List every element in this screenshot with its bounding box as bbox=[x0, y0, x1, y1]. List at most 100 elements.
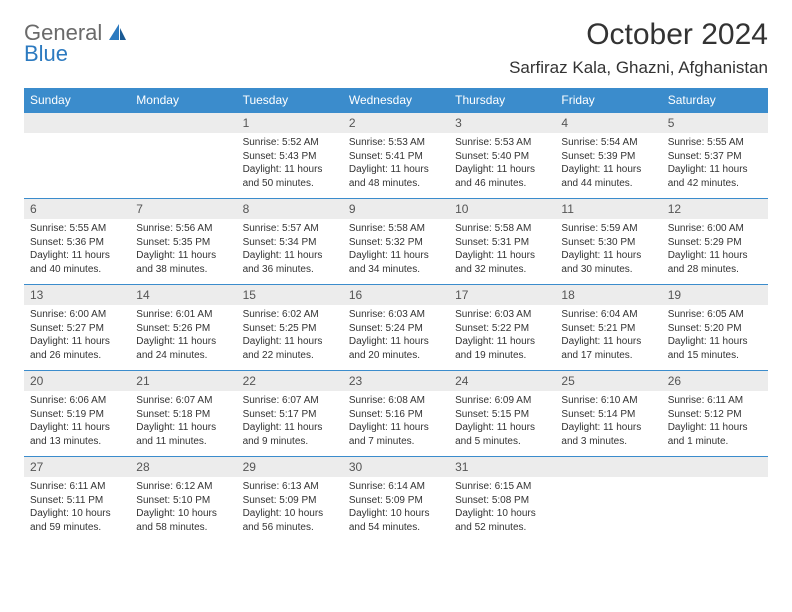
day-info: Sunrise: 5:54 AMSunset: 5:39 PMDaylight:… bbox=[555, 133, 661, 194]
calendar-cell: 30Sunrise: 6:14 AMSunset: 5:09 PMDayligh… bbox=[343, 457, 449, 543]
day-number: 10 bbox=[449, 199, 555, 219]
day-number: 13 bbox=[24, 285, 130, 305]
day-number: 17 bbox=[449, 285, 555, 305]
calendar-cell: 24Sunrise: 6:09 AMSunset: 5:15 PMDayligh… bbox=[449, 371, 555, 457]
calendar-cell: 8Sunrise: 5:57 AMSunset: 5:34 PMDaylight… bbox=[237, 199, 343, 285]
day-info: Sunrise: 5:56 AMSunset: 5:35 PMDaylight:… bbox=[130, 219, 236, 280]
calendar-cell: 10Sunrise: 5:58 AMSunset: 5:31 PMDayligh… bbox=[449, 199, 555, 285]
calendar-cell: 14Sunrise: 6:01 AMSunset: 5:26 PMDayligh… bbox=[130, 285, 236, 371]
sail-icon bbox=[109, 24, 127, 45]
calendar-row: 20Sunrise: 6:06 AMSunset: 5:19 PMDayligh… bbox=[24, 371, 768, 457]
weekday-header: Thursday bbox=[449, 88, 555, 113]
day-number: 1 bbox=[237, 113, 343, 133]
calendar-cell bbox=[130, 113, 236, 199]
day-number: 2 bbox=[343, 113, 449, 133]
calendar-cell: 9Sunrise: 5:58 AMSunset: 5:32 PMDaylight… bbox=[343, 199, 449, 285]
day-number: 16 bbox=[343, 285, 449, 305]
day-info: Sunrise: 6:13 AMSunset: 5:09 PMDaylight:… bbox=[237, 477, 343, 538]
day-info: Sunrise: 6:11 AMSunset: 5:11 PMDaylight:… bbox=[24, 477, 130, 538]
calendar-row: 6Sunrise: 5:55 AMSunset: 5:36 PMDaylight… bbox=[24, 199, 768, 285]
brand-line2: Blue bbox=[24, 43, 127, 65]
calendar-cell: 26Sunrise: 6:11 AMSunset: 5:12 PMDayligh… bbox=[662, 371, 768, 457]
calendar-cell: 6Sunrise: 5:55 AMSunset: 5:36 PMDaylight… bbox=[24, 199, 130, 285]
calendar-cell: 23Sunrise: 6:08 AMSunset: 5:16 PMDayligh… bbox=[343, 371, 449, 457]
calendar-cell: 4Sunrise: 5:54 AMSunset: 5:39 PMDaylight… bbox=[555, 113, 661, 199]
day-number: 4 bbox=[555, 113, 661, 133]
calendar-cell: 25Sunrise: 6:10 AMSunset: 5:14 PMDayligh… bbox=[555, 371, 661, 457]
day-info: Sunrise: 6:12 AMSunset: 5:10 PMDaylight:… bbox=[130, 477, 236, 538]
day-number: 6 bbox=[24, 199, 130, 219]
day-number: 27 bbox=[24, 457, 130, 477]
day-number: 11 bbox=[555, 199, 661, 219]
day-info: Sunrise: 5:55 AMSunset: 5:36 PMDaylight:… bbox=[24, 219, 130, 280]
day-info: Sunrise: 6:07 AMSunset: 5:17 PMDaylight:… bbox=[237, 391, 343, 452]
calendar-row: 13Sunrise: 6:00 AMSunset: 5:27 PMDayligh… bbox=[24, 285, 768, 371]
day-info: Sunrise: 6:08 AMSunset: 5:16 PMDaylight:… bbox=[343, 391, 449, 452]
calendar-cell: 5Sunrise: 5:55 AMSunset: 5:37 PMDaylight… bbox=[662, 113, 768, 199]
day-number: 21 bbox=[130, 371, 236, 391]
calendar-body: 1Sunrise: 5:52 AMSunset: 5:43 PMDaylight… bbox=[24, 113, 768, 543]
weekday-header: Friday bbox=[555, 88, 661, 113]
day-number: 26 bbox=[662, 371, 768, 391]
calendar-cell: 21Sunrise: 6:07 AMSunset: 5:18 PMDayligh… bbox=[130, 371, 236, 457]
calendar-row: 27Sunrise: 6:11 AMSunset: 5:11 PMDayligh… bbox=[24, 457, 768, 543]
day-info: Sunrise: 5:53 AMSunset: 5:41 PMDaylight:… bbox=[343, 133, 449, 194]
calendar-cell: 31Sunrise: 6:15 AMSunset: 5:08 PMDayligh… bbox=[449, 457, 555, 543]
day-info: Sunrise: 5:55 AMSunset: 5:37 PMDaylight:… bbox=[662, 133, 768, 194]
brand-logo: General Blue bbox=[24, 18, 127, 65]
weekday-header: Sunday bbox=[24, 88, 130, 113]
calendar-cell: 2Sunrise: 5:53 AMSunset: 5:41 PMDaylight… bbox=[343, 113, 449, 199]
calendar-cell: 22Sunrise: 6:07 AMSunset: 5:17 PMDayligh… bbox=[237, 371, 343, 457]
day-info: Sunrise: 5:53 AMSunset: 5:40 PMDaylight:… bbox=[449, 133, 555, 194]
day-number: 24 bbox=[449, 371, 555, 391]
day-number: 22 bbox=[237, 371, 343, 391]
calendar-cell: 27Sunrise: 6:11 AMSunset: 5:11 PMDayligh… bbox=[24, 457, 130, 543]
header: General Blue October 2024 Sarfiraz Kala,… bbox=[24, 18, 768, 78]
calendar-cell: 15Sunrise: 6:02 AMSunset: 5:25 PMDayligh… bbox=[237, 285, 343, 371]
day-number: 30 bbox=[343, 457, 449, 477]
calendar-cell bbox=[662, 457, 768, 543]
calendar-cell bbox=[555, 457, 661, 543]
day-info: Sunrise: 6:15 AMSunset: 5:08 PMDaylight:… bbox=[449, 477, 555, 538]
calendar-cell: 12Sunrise: 6:00 AMSunset: 5:29 PMDayligh… bbox=[662, 199, 768, 285]
weekday-header-row: Sunday Monday Tuesday Wednesday Thursday… bbox=[24, 88, 768, 113]
page-title: October 2024 bbox=[509, 18, 768, 52]
day-info: Sunrise: 5:58 AMSunset: 5:31 PMDaylight:… bbox=[449, 219, 555, 280]
day-number: 14 bbox=[130, 285, 236, 305]
day-number: 18 bbox=[555, 285, 661, 305]
weekday-header: Tuesday bbox=[237, 88, 343, 113]
day-number-empty bbox=[24, 113, 130, 133]
day-number: 8 bbox=[237, 199, 343, 219]
day-info: Sunrise: 6:03 AMSunset: 5:24 PMDaylight:… bbox=[343, 305, 449, 366]
day-number: 7 bbox=[130, 199, 236, 219]
day-info: Sunrise: 6:04 AMSunset: 5:21 PMDaylight:… bbox=[555, 305, 661, 366]
location-text: Sarfiraz Kala, Ghazni, Afghanistan bbox=[509, 58, 768, 78]
day-info: Sunrise: 5:58 AMSunset: 5:32 PMDaylight:… bbox=[343, 219, 449, 280]
weekday-header: Wednesday bbox=[343, 88, 449, 113]
day-number: 31 bbox=[449, 457, 555, 477]
day-number: 28 bbox=[130, 457, 236, 477]
day-info: Sunrise: 6:01 AMSunset: 5:26 PMDaylight:… bbox=[130, 305, 236, 366]
day-number: 15 bbox=[237, 285, 343, 305]
calendar-cell: 11Sunrise: 5:59 AMSunset: 5:30 PMDayligh… bbox=[555, 199, 661, 285]
day-number: 19 bbox=[662, 285, 768, 305]
day-info: Sunrise: 6:09 AMSunset: 5:15 PMDaylight:… bbox=[449, 391, 555, 452]
calendar-cell: 16Sunrise: 6:03 AMSunset: 5:24 PMDayligh… bbox=[343, 285, 449, 371]
calendar-row: 1Sunrise: 5:52 AMSunset: 5:43 PMDaylight… bbox=[24, 113, 768, 199]
day-info: Sunrise: 6:14 AMSunset: 5:09 PMDaylight:… bbox=[343, 477, 449, 538]
day-info: Sunrise: 6:10 AMSunset: 5:14 PMDaylight:… bbox=[555, 391, 661, 452]
day-info: Sunrise: 6:02 AMSunset: 5:25 PMDaylight:… bbox=[237, 305, 343, 366]
calendar-cell: 7Sunrise: 5:56 AMSunset: 5:35 PMDaylight… bbox=[130, 199, 236, 285]
calendar-cell: 17Sunrise: 6:03 AMSunset: 5:22 PMDayligh… bbox=[449, 285, 555, 371]
day-number: 3 bbox=[449, 113, 555, 133]
day-info: Sunrise: 6:05 AMSunset: 5:20 PMDaylight:… bbox=[662, 305, 768, 366]
day-number-empty bbox=[555, 457, 661, 477]
calendar-cell: 18Sunrise: 6:04 AMSunset: 5:21 PMDayligh… bbox=[555, 285, 661, 371]
calendar-table: Sunday Monday Tuesday Wednesday Thursday… bbox=[24, 88, 768, 543]
day-number-empty bbox=[662, 457, 768, 477]
weekday-header: Saturday bbox=[662, 88, 768, 113]
calendar-cell: 13Sunrise: 6:00 AMSunset: 5:27 PMDayligh… bbox=[24, 285, 130, 371]
day-info: Sunrise: 6:06 AMSunset: 5:19 PMDaylight:… bbox=[24, 391, 130, 452]
calendar-cell: 3Sunrise: 5:53 AMSunset: 5:40 PMDaylight… bbox=[449, 113, 555, 199]
day-info: Sunrise: 6:07 AMSunset: 5:18 PMDaylight:… bbox=[130, 391, 236, 452]
